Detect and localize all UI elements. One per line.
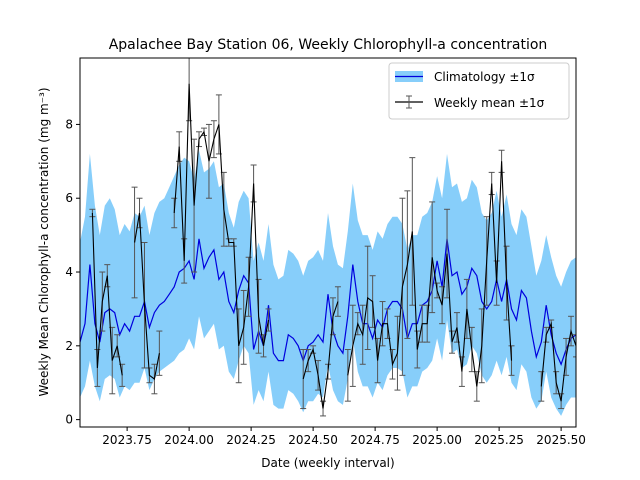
legend-box [388, 62, 570, 120]
x-tick-label: 2024.00 [164, 433, 214, 447]
x-axis: 2023.75 2024.00 2024.25 2024.50 2024.75 2025.… [102, 427, 586, 447]
x-tick-label: 2025.00 [412, 433, 462, 447]
x-tick-label: 2024.50 [288, 433, 338, 447]
y-tick-label: 0 [65, 413, 73, 427]
x-tick-label: 2024.25 [226, 433, 276, 447]
legend-weekly-label: Weekly mean ±1σ [434, 96, 545, 110]
weekly-mean-line-segment-0 [91, 212, 123, 376]
plot-frame [79, 57, 577, 428]
weekly-mean-line-segment-1 [134, 212, 160, 380]
y-axis-label: Weekly Mean Chlorophyll-a concentration … [37, 87, 51, 396]
x-tick-label: 2024.75 [350, 433, 400, 447]
x-tick-label: 2023.75 [102, 433, 152, 447]
y-tick-label: 2 [65, 339, 73, 353]
weekly-mean-line-segment-2 [173, 83, 270, 346]
x-tick-label: 2025.50 [536, 433, 586, 447]
legend-climatology-label: Climatology ±1σ [434, 70, 535, 84]
x-tick-label: 2025.25 [474, 433, 524, 447]
y-axis: 0 2 4 6 8 [65, 117, 80, 427]
weekly-mean-line-segment-4 [347, 161, 513, 387]
chart-title: Apalachee Bay Station 06, Weekly Chlorop… [109, 37, 548, 53]
climatology-mean-line [80, 238, 576, 366]
y-tick-label: 8 [65, 117, 73, 131]
y-tick-label: 6 [65, 191, 73, 205]
weekly-mean-line-segment-5 [540, 321, 576, 402]
plot-area [80, 58, 576, 417]
legend: Climatology ±1σ Weekly mean ±1σ [388, 62, 570, 120]
x-axis-label: Date (weekly interval) [261, 456, 394, 470]
weekly-mean-line-segment-3 [302, 301, 339, 409]
y-tick-label: 4 [65, 265, 73, 279]
